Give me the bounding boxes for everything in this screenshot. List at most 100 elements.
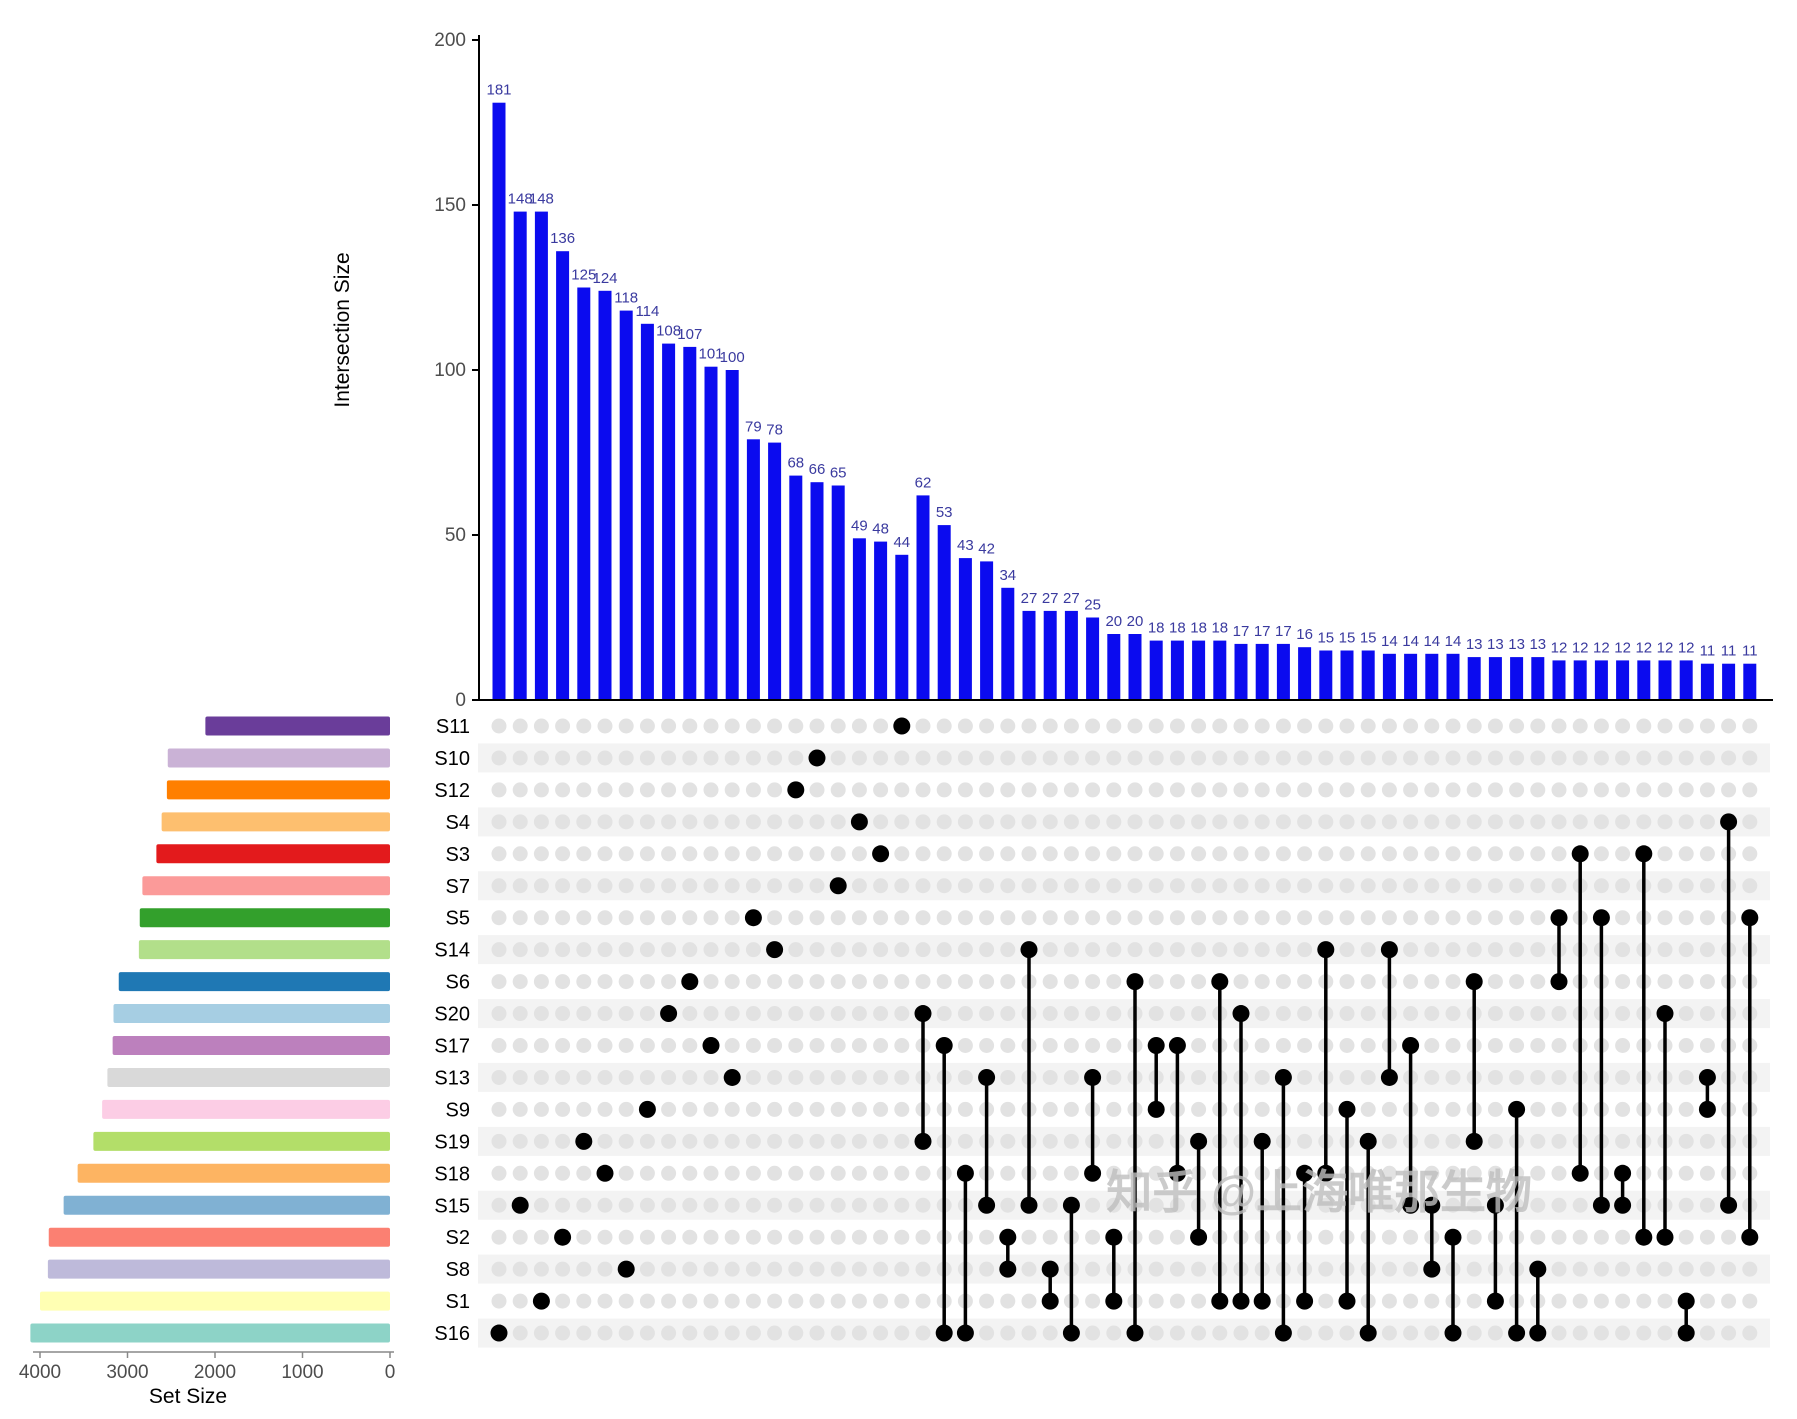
matrix-active-dot [1614,1164,1632,1182]
matrix-inactive-dot [915,814,931,830]
matrix-inactive-dot [1318,814,1334,830]
intersection-bar [1594,660,1608,700]
matrix-inactive-dot [597,718,613,734]
matrix-inactive-dot [1254,718,1270,734]
matrix-inactive-dot [1657,750,1673,766]
matrix-active-dot [1147,1100,1165,1118]
matrix-active-dot [935,1037,953,1054]
matrix-inactive-dot [533,910,549,926]
matrix-inactive-dot [979,1006,995,1022]
matrix-inactive-dot [1339,974,1355,990]
matrix-active-dot [660,1005,678,1023]
matrix-inactive-dot [661,1261,677,1277]
matrix-inactive-dot [1551,1229,1567,1245]
set-row-label: S7 [446,876,470,898]
matrix-inactive-dot [809,1069,825,1085]
matrix-inactive-dot [555,1038,571,1053]
matrix-inactive-dot [894,782,910,798]
matrix-inactive-dot [512,942,528,958]
matrix-inactive-dot [682,1006,698,1022]
matrix-inactive-dot [830,1197,846,1213]
matrix-inactive-dot [491,878,507,894]
matrix-active-dot [829,877,847,895]
matrix-inactive-dot [1403,814,1419,830]
matrix-inactive-dot [1466,942,1482,958]
matrix-inactive-dot [957,1038,973,1053]
matrix-inactive-dot [1297,1133,1313,1149]
matrix-inactive-dot [767,718,783,734]
matrix-inactive-dot [1381,1165,1397,1181]
matrix-inactive-dot [1466,750,1482,766]
matrix-inactive-dot [724,718,740,734]
matrix-inactive-dot [512,1101,528,1117]
matrix-inactive-dot [1254,910,1270,926]
matrix-inactive-dot [767,1101,783,1117]
matrix-inactive-dot [703,1133,719,1149]
matrix-inactive-dot [555,846,571,862]
matrix-inactive-dot [1318,1197,1334,1213]
intersection-bar [1234,643,1248,700]
matrix-inactive-dot [1657,878,1673,894]
matrix-inactive-dot [1551,1293,1567,1309]
matrix-inactive-dot [1615,1229,1631,1245]
matrix-inactive-dot [682,782,698,798]
matrix-inactive-dot [1530,750,1546,766]
matrix-inactive-dot [1297,1325,1313,1341]
matrix-inactive-dot [1318,910,1334,926]
matrix-inactive-dot [1339,1038,1355,1053]
matrix-inactive-dot [1169,782,1185,798]
matrix-inactive-dot [1699,1325,1715,1341]
matrix-active-dot [1190,1228,1208,1246]
matrix-inactive-dot [1085,1325,1101,1341]
matrix-active-dot [596,1164,614,1182]
matrix-inactive-dot [1424,1006,1440,1022]
matrix-inactive-dot [873,1038,889,1053]
matrix-inactive-dot [1551,1101,1567,1117]
matrix-inactive-dot [555,1069,571,1085]
matrix-inactive-dot [1615,782,1631,798]
matrix-inactive-dot [957,1101,973,1117]
intersection-bar-value-label: 12 [1657,639,1674,656]
matrix-inactive-dot [809,782,825,798]
matrix-inactive-dot [1699,718,1715,734]
matrix-active-dot [1338,1292,1356,1310]
matrix-inactive-dot [1551,814,1567,830]
matrix-inactive-dot [1678,1133,1694,1149]
matrix-inactive-dot [1169,1197,1185,1213]
matrix-active-dot [850,813,868,831]
matrix-inactive-dot [618,1165,634,1181]
matrix-inactive-dot [915,974,931,990]
matrix-inactive-dot [1148,750,1164,766]
matrix-inactive-dot [491,1133,507,1149]
matrix-inactive-dot [873,1293,889,1309]
intersection-bar-value-label: 12 [1635,639,1652,656]
matrix-inactive-dot [1636,718,1652,734]
matrix-inactive-dot [957,974,973,990]
matrix-inactive-dot [1657,1325,1673,1341]
intersection-bar [556,251,570,700]
matrix-inactive-dot [703,814,719,830]
matrix-inactive-dot [1615,718,1631,734]
matrix-inactive-dot [1318,750,1334,766]
matrix-inactive-dot [1169,942,1185,958]
matrix-inactive-dot [661,1038,677,1053]
matrix-inactive-dot [1085,814,1101,830]
matrix-inactive-dot [1593,1325,1609,1341]
intersection-bar [640,323,654,700]
matrix-inactive-dot [788,1197,804,1213]
matrix-inactive-dot [1106,1325,1122,1341]
matrix-active-dot [1062,1196,1080,1214]
matrix-inactive-dot [1191,814,1207,830]
matrix-inactive-dot [682,1197,698,1213]
intersection-bar [1446,653,1460,700]
matrix-inactive-dot [1424,1069,1440,1085]
intersection-bar [746,439,760,700]
matrix-inactive-dot [1169,1229,1185,1245]
matrix-inactive-dot [1106,814,1122,830]
set-size-bar [48,1227,390,1247]
matrix-inactive-dot [1000,1165,1016,1181]
matrix-inactive-dot [1233,942,1249,958]
matrix-inactive-dot [724,1325,740,1341]
matrix-inactive-dot [639,814,655,830]
matrix-inactive-dot [957,750,973,766]
